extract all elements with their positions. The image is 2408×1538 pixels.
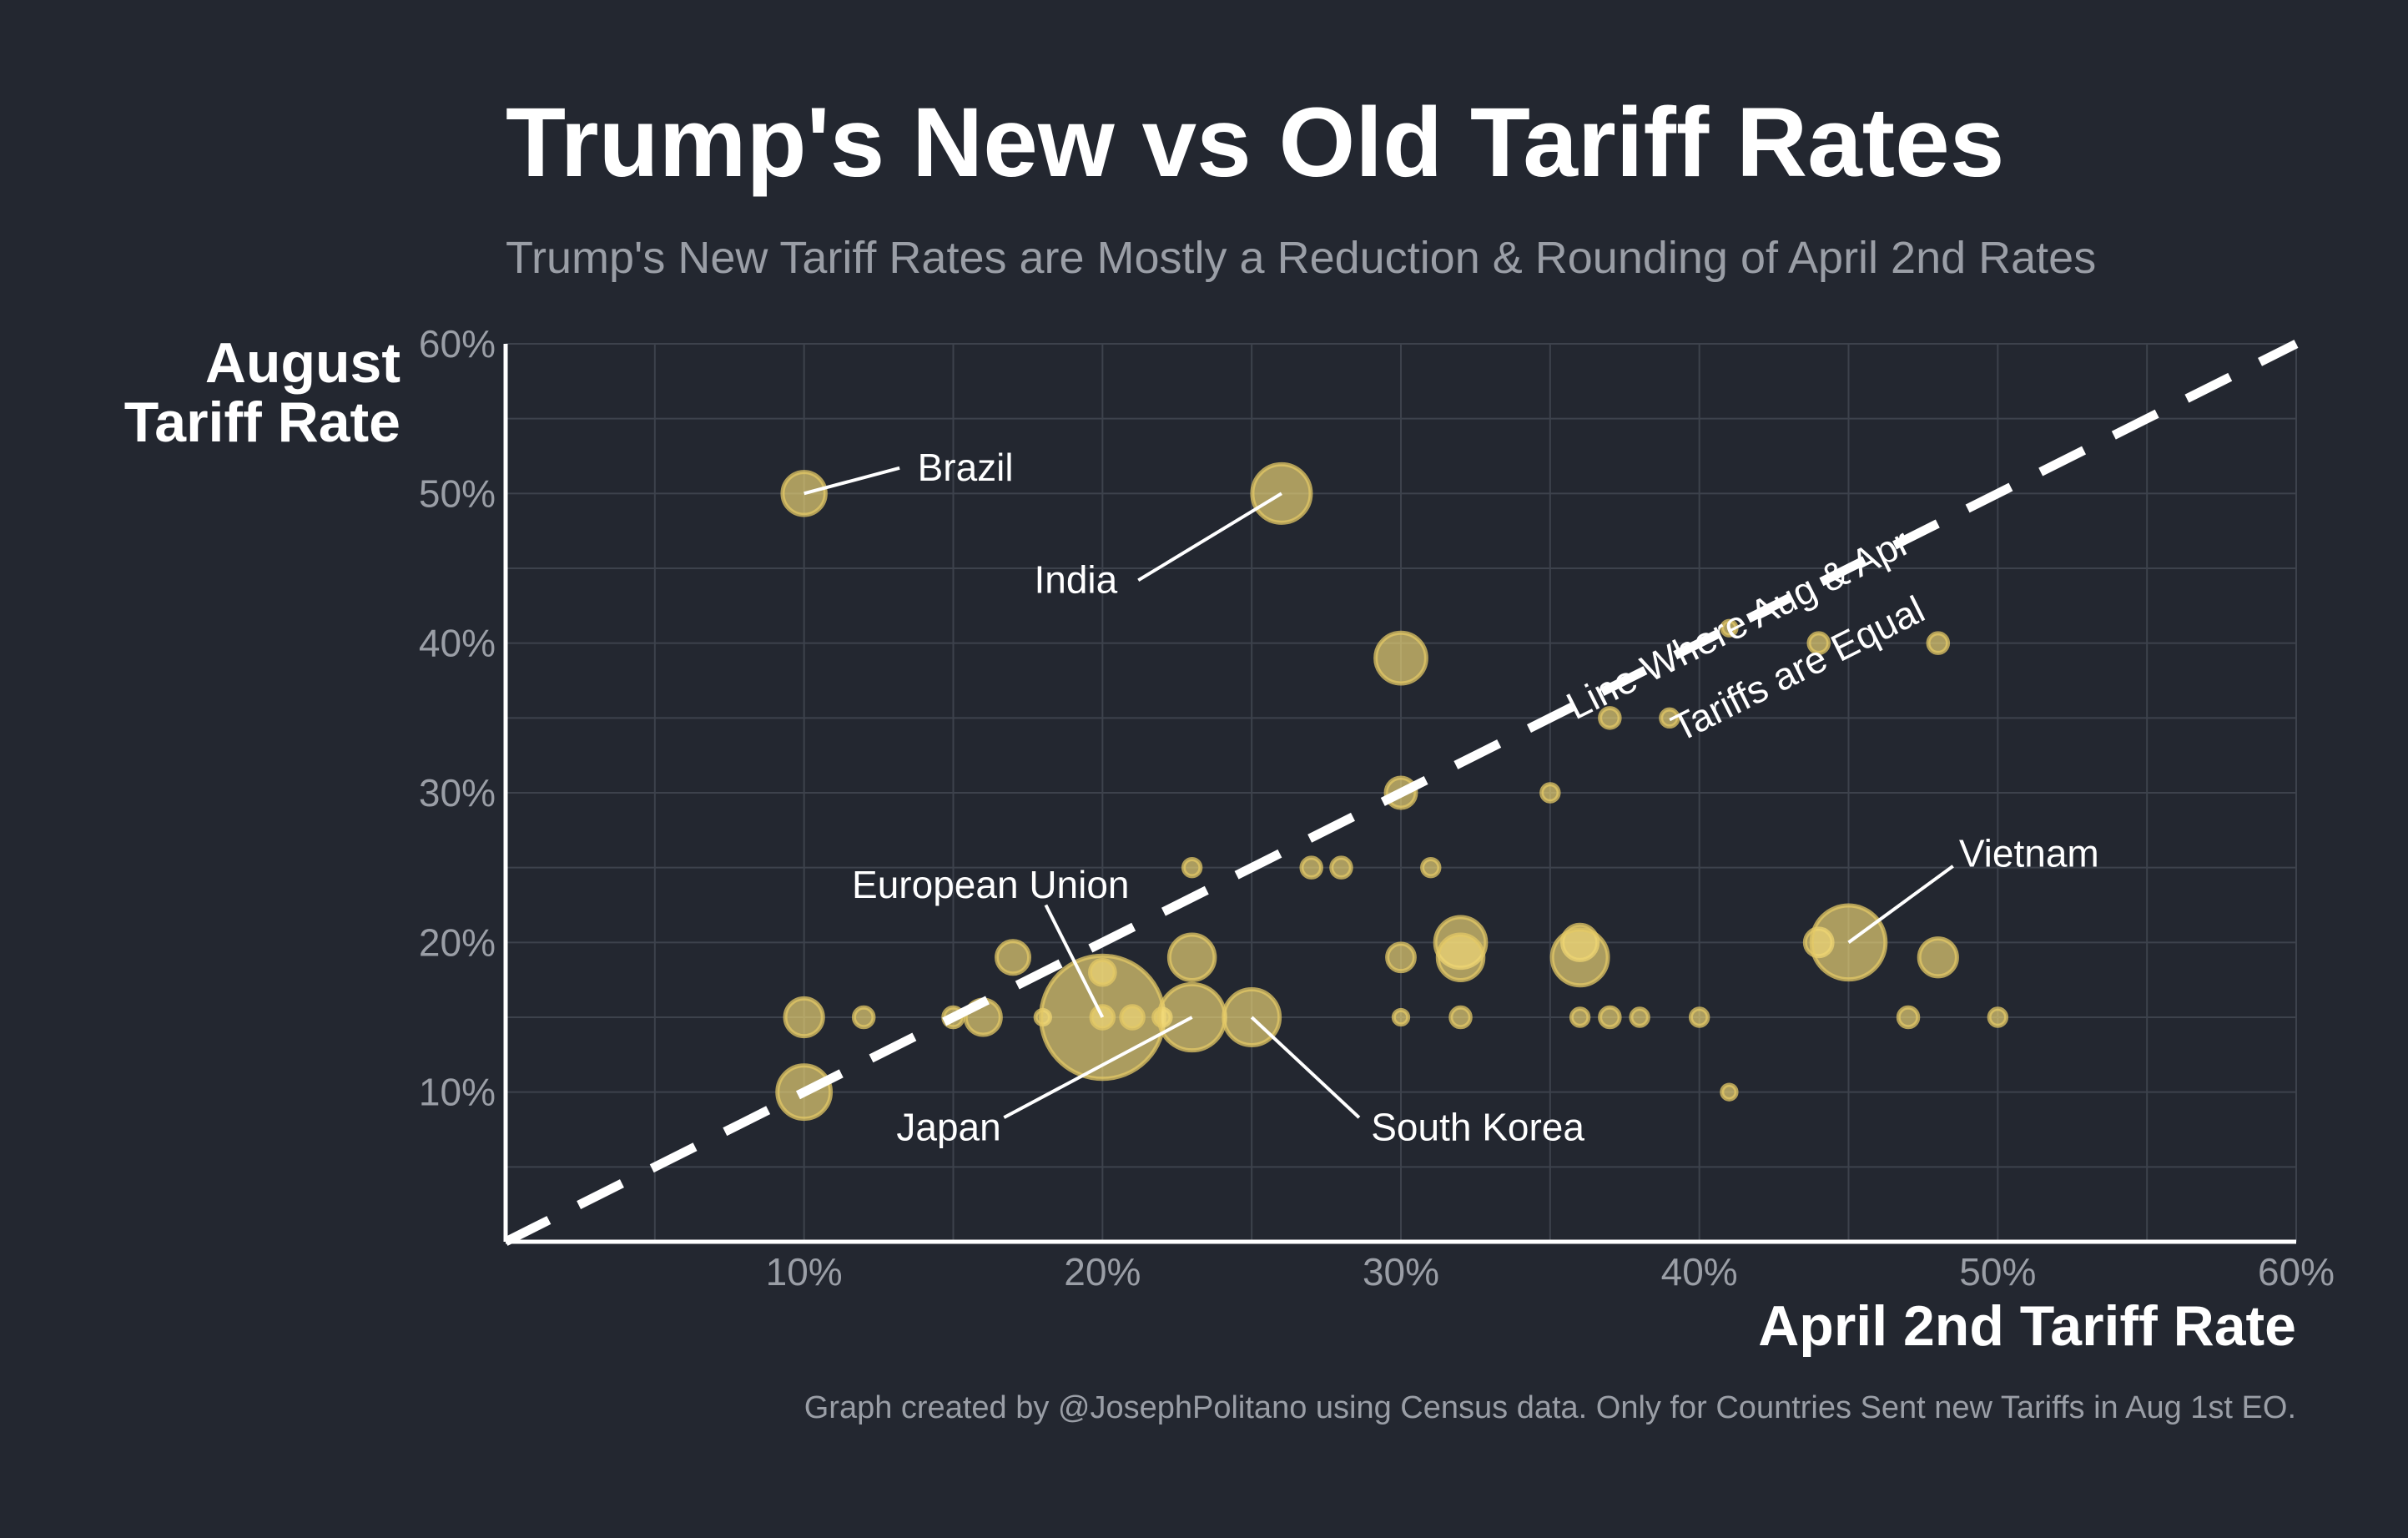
- annotation-label: South Korea: [1371, 1106, 1584, 1149]
- data-point: [1385, 941, 1417, 974]
- data-point: [1917, 936, 1959, 979]
- annotation-label: India: [1034, 557, 1117, 601]
- data-point: [1448, 1005, 1473, 1030]
- x-tick-label: 60%: [2258, 1250, 2335, 1293]
- data-point: [1598, 1005, 1622, 1030]
- x-tick-label: 10%: [766, 1250, 843, 1293]
- tick-labels: 10% 20% 30% 40% 50% 60% 10% 20% 30% 40% 50% 60%: [419, 322, 2335, 1293]
- annotation-label: Brazil: [918, 446, 1014, 489]
- data-point: [1806, 631, 1831, 655]
- y-tick-label: 30%: [419, 771, 496, 814]
- x-axis-label: April 2nd Tariff Rate: [1758, 1294, 2296, 1358]
- data-point: [851, 1005, 876, 1030]
- annotation-leader: [1250, 1016, 1361, 1119]
- data-point: [1659, 707, 1680, 729]
- data-point: [1181, 856, 1203, 879]
- data-point: [1926, 631, 1951, 655]
- data-point: [1569, 1006, 1591, 1028]
- axes: [503, 344, 2296, 1244]
- data-point: [1391, 1007, 1411, 1027]
- x-tick-label: 20%: [1064, 1250, 1141, 1293]
- data-point: [1373, 630, 1428, 686]
- data-point: [1987, 1006, 2009, 1028]
- annotation-leader: [804, 466, 900, 496]
- data-point: [1629, 1006, 1650, 1028]
- y-axis-label-line-2: Tariff Rate: [123, 391, 400, 455]
- data-point: [1598, 706, 1622, 730]
- equality-line: [503, 340, 2299, 1246]
- chart-subtitle: Trump's New Tariff Rates are Mostly a Re…: [506, 233, 2097, 283]
- x-tick-label: 30%: [1363, 1250, 1439, 1293]
- data-point: [1688, 1006, 1710, 1028]
- data-point: [1720, 1082, 1739, 1102]
- annotation-label: European Union: [852, 863, 1129, 906]
- x-tick-label: 40%: [1661, 1250, 1738, 1293]
- x-tick-label: 50%: [1959, 1250, 2036, 1293]
- data-point: [1896, 1005, 1921, 1030]
- chart-caption: Graph created by @JosephPolitano using C…: [804, 1390, 2296, 1425]
- data-point: [1329, 855, 1353, 880]
- data-point: [995, 939, 1032, 976]
- annotation-leader: [1137, 492, 1282, 582]
- y-tick-label: 50%: [419, 471, 496, 515]
- y-tick-label: 40%: [419, 622, 496, 665]
- y-tick-label: 60%: [419, 322, 496, 366]
- annotation-label: Japan: [896, 1106, 1000, 1149]
- data-point: [783, 996, 825, 1039]
- y-axis-label: August Tariff Rate: [123, 331, 400, 455]
- data-point: [1087, 957, 1117, 987]
- y-tick-label: 20%: [419, 920, 496, 964]
- y-axis-label-line-1: August: [204, 331, 400, 395]
- country-annotations: Brazil India European Union Japan South Kore…: [804, 446, 2099, 1149]
- data-point: [1119, 1004, 1146, 1031]
- data-point: [1420, 856, 1442, 879]
- data-point: [1539, 782, 1561, 804]
- annotation-leader: [1044, 904, 1105, 1018]
- data-point: [1299, 855, 1323, 880]
- data-point: [1166, 932, 1217, 983]
- data-point: [1549, 927, 1610, 988]
- annotation-label: Vietnam: [1959, 832, 2099, 875]
- annotation-leader: [1847, 865, 1954, 944]
- annotation-leader: [1003, 1016, 1193, 1119]
- chart-title: Trump's New vs Old Tariff Rates: [506, 88, 2005, 198]
- data-point: [1720, 618, 1739, 638]
- data-point: [1435, 932, 1486, 983]
- y-tick-label: 10%: [419, 1071, 496, 1114]
